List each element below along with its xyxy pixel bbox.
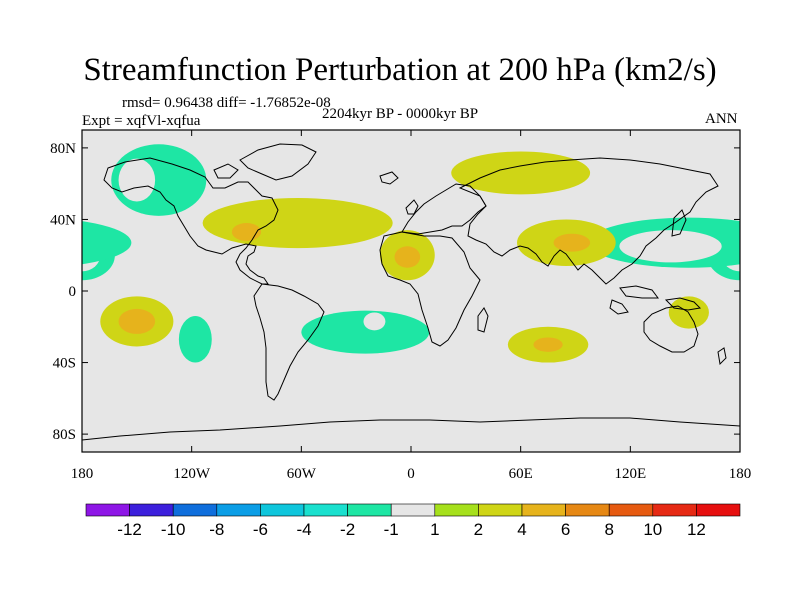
y-tick-label: 40N xyxy=(50,212,76,228)
anomaly-siberia xyxy=(451,151,591,195)
colorbar-swatch xyxy=(216,503,261,517)
colorbar-label: 6 xyxy=(561,520,570,539)
y-tick-label: 80N xyxy=(50,141,76,157)
colorbar-label: 1 xyxy=(430,520,439,539)
colorbar-label: 10 xyxy=(643,520,662,539)
chart-title: Streamfunction Perturbation at 200 hPa (… xyxy=(83,52,717,88)
colorbar-swatch xyxy=(85,503,130,517)
season-label: ANN xyxy=(705,111,738,127)
anomaly-north-atlantic-ridge xyxy=(202,197,393,249)
colorbar-label: 4 xyxy=(517,520,526,539)
anomaly-india-core xyxy=(553,233,591,252)
anomaly-west-africa-core xyxy=(394,246,421,268)
anomaly-south-atlantic xyxy=(301,310,430,354)
colorbar-swatch xyxy=(565,503,610,517)
y-tick-label: 0 xyxy=(69,284,77,300)
colorbar-label: 8 xyxy=(604,520,613,539)
colorbar-label: -2 xyxy=(340,520,355,539)
colorbar-swatch xyxy=(434,503,479,517)
anomaly-south-pacific-west xyxy=(178,316,212,363)
colorbar-label: -10 xyxy=(161,520,186,539)
x-tick-label: 60E xyxy=(509,466,533,482)
colorbar-swatch xyxy=(390,503,436,517)
colorbar: -12 -10 -8 -6 -4 -2 -1 1 2 4 6 8 10 12 xyxy=(85,503,741,539)
x-tick-label: 120E xyxy=(614,466,646,482)
colorbar-label: -12 xyxy=(117,520,142,539)
colorbar-swatch xyxy=(172,503,218,517)
colorbar-swatch xyxy=(521,503,566,517)
period-label: 2204kyr BP - 0000kyr BP xyxy=(322,106,479,122)
colorbar-swatch xyxy=(260,503,305,517)
colorbar-label: -8 xyxy=(209,520,224,539)
map-area xyxy=(82,130,740,452)
axes: 180 120W 60W 0 60E 120E 180 80N 40N 0 40S 80S xyxy=(50,130,751,482)
colorbar-label: -1 xyxy=(384,520,399,539)
x-tick-label: 0 xyxy=(407,466,415,482)
anomaly-north-west-pacific-wrap xyxy=(82,221,132,265)
experiment-label: Expt = xqfVl-xqfua xyxy=(82,113,201,129)
colorbar-label: -6 xyxy=(253,520,268,539)
anomaly-south-atlantic-core xyxy=(363,312,386,331)
colorbar-swatch xyxy=(696,503,741,517)
stats-line: rmsd= 0.96438 diff= -1.76852e-08 xyxy=(122,95,331,111)
colorbar-swatch xyxy=(129,503,174,517)
anomaly-south-indian-ocean-core xyxy=(533,337,563,352)
x-tick-label: 180 xyxy=(729,466,752,482)
y-tick-label: 80S xyxy=(53,427,76,443)
y-tick-label: 40S xyxy=(53,356,76,372)
anomaly-south-east-pacific-core xyxy=(118,308,156,334)
x-tick-label: 120W xyxy=(173,466,211,482)
coastlines xyxy=(82,143,740,441)
x-tick-label: 60W xyxy=(287,466,317,482)
x-tick-label: 180 xyxy=(71,466,94,482)
colorbar-swatch xyxy=(652,503,697,517)
anomaly-north-pacific-core xyxy=(118,158,156,202)
colorbar-swatch xyxy=(303,503,348,517)
colorbar-swatch xyxy=(347,503,392,517)
colorbar-label: -4 xyxy=(296,520,311,539)
colorbar-label: 2 xyxy=(474,520,483,539)
colorbar-swatch xyxy=(478,503,523,517)
colorbar-label: 12 xyxy=(687,520,706,539)
colorbar-swatch xyxy=(608,503,654,517)
anomaly-north-west-pacific-core xyxy=(619,230,722,263)
